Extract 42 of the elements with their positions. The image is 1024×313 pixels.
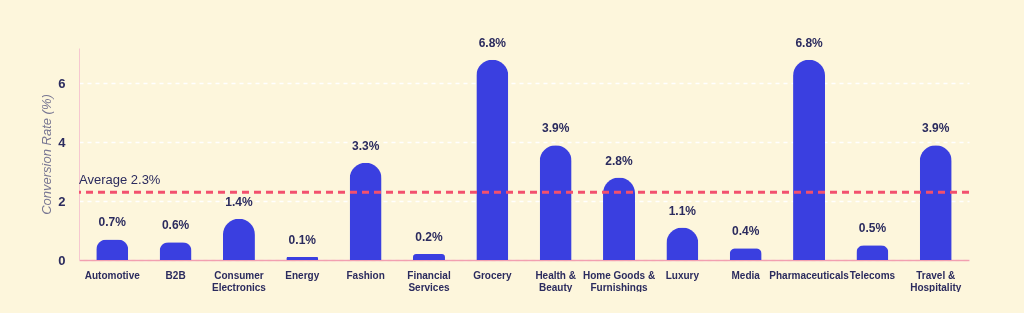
y-tick-label: 4	[58, 134, 67, 150]
bar	[919, 145, 952, 260]
bar	[349, 162, 382, 260]
data-label: 6.8%	[478, 35, 507, 50]
bar	[286, 257, 319, 260]
bar	[539, 145, 572, 260]
data-label: 6.8%	[795, 35, 824, 50]
x-tick-label: Travel & Hospitality	[910, 269, 962, 293]
x-tick-label: Consumer Electronics	[211, 269, 267, 293]
data-label: 0.4%	[732, 224, 760, 239]
data-label: 0.7%	[98, 215, 127, 230]
x-tick-label: Health & Beauty	[535, 269, 576, 293]
y-tick-label: 0	[58, 252, 66, 268]
data-label: 0.2%	[415, 230, 443, 245]
data-label: 1.4%	[225, 194, 253, 209]
bar	[793, 59, 826, 260]
x-tick-label: Financial Services	[407, 269, 451, 293]
bar	[603, 177, 636, 260]
x-tick-label: Energy	[285, 269, 320, 281]
bar	[476, 59, 509, 260]
data-label: 3.9%	[541, 121, 570, 136]
x-tick-label: Luxury	[665, 269, 700, 281]
x-tick-label: B2B	[165, 269, 186, 281]
data-label: 0.1%	[288, 233, 317, 248]
x-tick-label: Automotive	[84, 269, 141, 281]
x-tick-label: Pharmaceuticals	[769, 269, 850, 281]
x-tick-label: Fashion	[346, 269, 385, 281]
y-axis-title: Conversion Rate (%)	[39, 94, 55, 215]
x-tick-label: Home Goods & Furnishings	[582, 269, 656, 293]
data-label: 0.6%	[161, 218, 190, 233]
y-tick-label: 6	[58, 75, 66, 91]
x-tick-label: Media	[731, 269, 761, 281]
x-tick-label: Grocery	[473, 269, 512, 281]
bar	[412, 254, 445, 260]
ref-line-label: Average 2.3%	[79, 172, 161, 188]
y-tick-label: 2	[58, 193, 66, 209]
data-label: 2.8%	[605, 153, 634, 168]
data-label: 1.1%	[668, 203, 697, 218]
x-tick-label: Telecoms	[849, 269, 896, 281]
data-label: 3.9%	[922, 121, 950, 136]
data-label: 3.3%	[351, 138, 380, 153]
data-label: 0.5%	[858, 221, 887, 236]
